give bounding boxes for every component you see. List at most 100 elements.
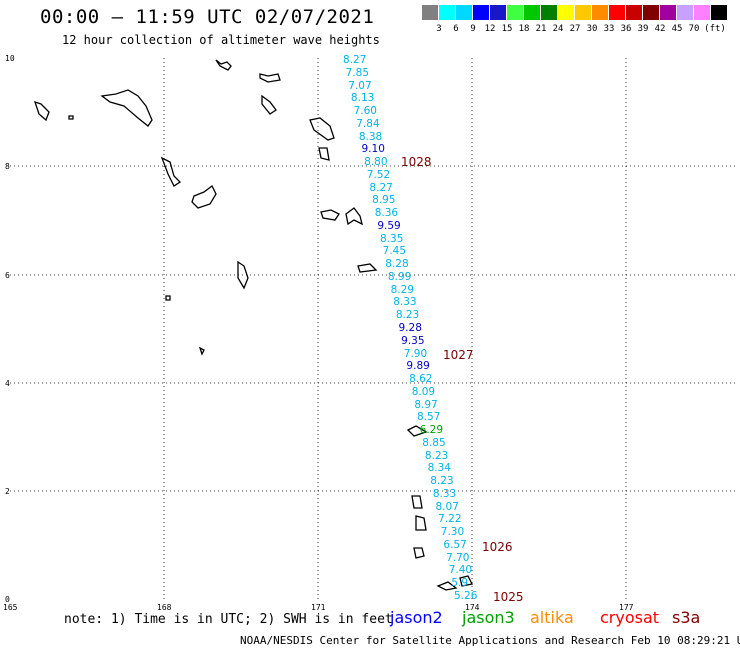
map-title: 00:00 – 11:59 UTC 02/07/2021 [40, 6, 375, 28]
island-outlines [33, 59, 473, 591]
legend-label: 21 [535, 24, 547, 34]
pressure-label: 1025 [493, 590, 524, 604]
legend-label: 39 [637, 24, 649, 34]
lat-tick-label: 6 [5, 271, 10, 280]
wave-height-label: 8.09 [411, 385, 436, 398]
legend-label: 15 [501, 24, 513, 34]
wave-height-label: 7.85 [345, 66, 370, 79]
wave-height-label: 7.30 [440, 526, 465, 539]
wave-height-label: 5.26 [454, 590, 478, 602]
legend-label: 27 [569, 24, 581, 34]
legend-label: 9 [470, 24, 476, 34]
wave-height-label: 8.95 [372, 194, 396, 207]
legend-swatch [643, 5, 659, 20]
legend-label: 3 [436, 24, 442, 34]
wave-height-label: 7.40 [448, 564, 473, 577]
legend-label: 24 [552, 24, 564, 34]
legend-label: 45 [671, 24, 683, 34]
pressure-label: 1026 [482, 540, 513, 554]
wave-height-label: 8.23 [430, 475, 454, 488]
wave-height-label: 7.60 [353, 105, 377, 118]
wave-height-label: 8.23 [395, 309, 420, 322]
satellite-label: jason3 [462, 608, 515, 627]
wave-height-label: 8.80 [364, 156, 388, 169]
island [237, 260, 249, 290]
legend-label: 30 [586, 24, 598, 34]
island [33, 100, 50, 122]
wave-height-label: 8.99 [387, 270, 412, 283]
legend-label: 42 [654, 24, 666, 34]
lon-tick-label: 177 [619, 603, 634, 612]
wave-height-label: 8.28 [385, 258, 409, 271]
legend-label: 36 [620, 24, 632, 34]
island [165, 295, 171, 301]
island [413, 547, 425, 559]
satellite-label: cryosat [600, 608, 660, 627]
legend-swatch [422, 5, 438, 20]
legend-swatch [490, 5, 506, 20]
pressure-label: 1028 [401, 155, 432, 169]
satellite-label: altika [530, 608, 574, 627]
legend-label: 12 [484, 24, 496, 34]
lon-tick-label: 165 [3, 603, 18, 612]
lon-tick-label: 168 [157, 603, 172, 612]
wave-height-label: 8.36 [374, 207, 399, 220]
legend-swatch [609, 5, 625, 20]
wave-height-label: 8.38 [358, 130, 383, 143]
legend-swatch [541, 5, 557, 20]
wave-height-label: 9.89 [406, 360, 430, 373]
wave-height-label: 7.52 [366, 168, 391, 181]
credit-line: NOAA/NESDIS Center for Satellite Applica… [240, 634, 740, 647]
wave-height-label: 8.33 [393, 296, 417, 309]
legend-swatch [456, 5, 472, 20]
wave-height-label: 7.90 [403, 347, 428, 360]
legend-swatch [558, 5, 574, 20]
island [191, 185, 217, 209]
wave-height-label: 8.62 [409, 373, 433, 386]
wave-height-label: 5.9 [451, 577, 469, 590]
legend-swatch [507, 5, 523, 20]
legend-swatch [694, 5, 710, 20]
longitude-labels: 165 168 171 174 177 [3, 603, 634, 612]
island [100, 89, 153, 127]
wave-height-label: 7.45 [382, 245, 407, 258]
legend-swatch [439, 5, 455, 20]
legend-label: 33 [603, 24, 615, 34]
wave-height-label: 9.28 [398, 322, 422, 334]
wave-height-label: 9.10 [361, 143, 385, 156]
lat-tick-label: 2 [5, 487, 10, 496]
wave-height-label: 8.85 [422, 436, 446, 449]
wave-height-label: 8.29 [390, 283, 414, 296]
wave-height-label: 6.57 [443, 538, 467, 551]
satellite-label: s3a [672, 608, 701, 627]
island [318, 147, 330, 161]
wave-height-label: 8.34 [427, 462, 451, 475]
satellite-label: jason2 [390, 608, 443, 627]
legend-swatch [524, 5, 540, 20]
wave-height-label: 9.59 [377, 219, 401, 232]
wave-height-label: 6.29 [419, 424, 444, 437]
lat-tick-label: 10 [5, 54, 15, 63]
legend-swatch [592, 5, 608, 20]
wave-height-label: 9.35 [401, 334, 425, 347]
wave-height-label: 7.70 [446, 551, 470, 564]
legend-label: 70 [688, 24, 700, 34]
lat-tick-label: 8 [5, 162, 10, 171]
wave-height-label: 7.22 [438, 513, 462, 526]
wave-height-label: 8.57 [417, 411, 441, 424]
legend-unit: (ft) [704, 24, 726, 34]
island [436, 581, 458, 591]
island [68, 115, 74, 120]
island [459, 575, 473, 587]
island [261, 94, 277, 115]
wave-height-label: 8.97 [414, 398, 438, 411]
island [345, 207, 363, 226]
legend-swatch [626, 5, 642, 20]
wave-height-label: 8.23 [424, 449, 449, 462]
island [259, 73, 281, 83]
lat-tick-label: 0 [5, 595, 10, 604]
wave-height-label: 8.27 [343, 54, 367, 66]
island [215, 59, 232, 71]
legend-swatch [473, 5, 489, 20]
